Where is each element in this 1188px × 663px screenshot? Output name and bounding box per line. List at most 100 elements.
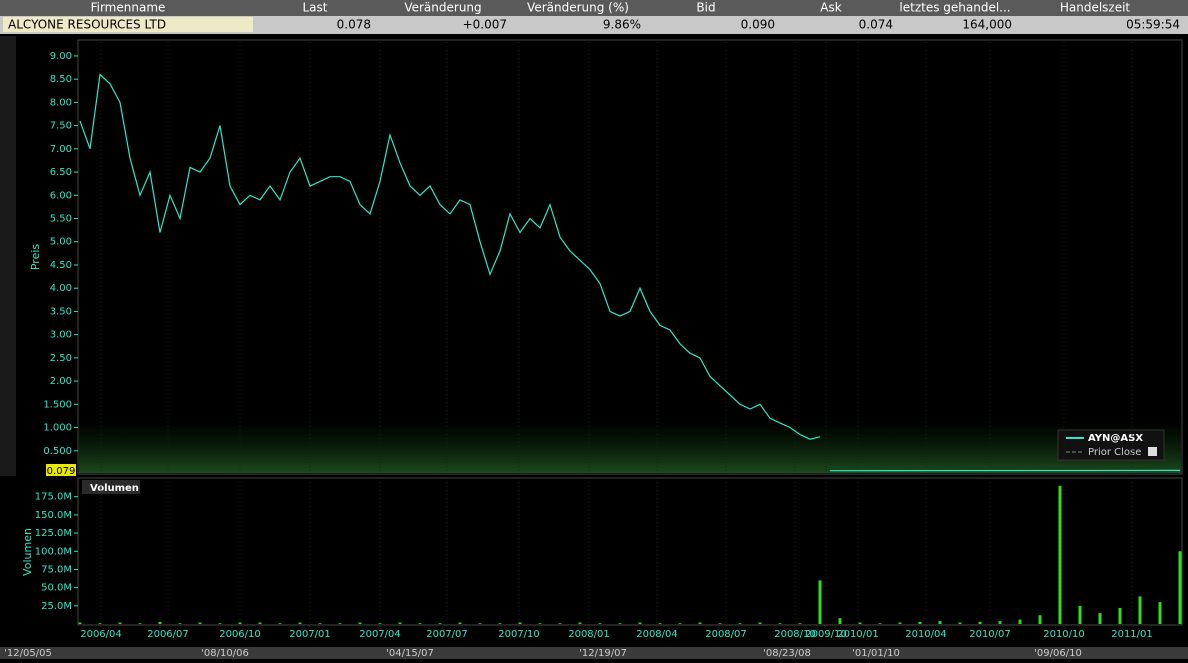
column-header[interactable]: Ask bbox=[820, 1, 841, 15]
volume-bar bbox=[978, 621, 982, 624]
column-header[interactable]: Last bbox=[303, 1, 328, 15]
y-axis-label: Preis bbox=[29, 244, 42, 271]
quote-cell: 0.078 bbox=[337, 18, 371, 32]
x-tick-label: 2007/07 bbox=[426, 629, 468, 640]
x-tick-label: 2006/07 bbox=[147, 629, 189, 640]
y-tick-label: 4.50 bbox=[50, 260, 72, 271]
name-cell[interactable] bbox=[3, 17, 253, 32]
current-price: 0.079 bbox=[47, 466, 76, 477]
y-tick-label: 1.000 bbox=[43, 423, 72, 434]
volume-bar bbox=[838, 618, 842, 624]
navigator-label[interactable]: '12/19/07 bbox=[579, 648, 627, 659]
y-tick-label: 100.0M bbox=[35, 546, 72, 557]
volume-bar bbox=[238, 622, 242, 624]
volume-title: Volumen bbox=[90, 483, 139, 494]
x-tick-label: 2008/01 bbox=[568, 629, 610, 640]
volume-bar bbox=[358, 622, 362, 624]
y-tick-label: 2.00 bbox=[50, 376, 72, 387]
volume-bar bbox=[1158, 602, 1162, 624]
volume-bar bbox=[98, 623, 102, 624]
column-header[interactable]: Veränderung bbox=[404, 1, 481, 15]
navigator[interactable] bbox=[0, 647, 1188, 659]
legend-checkbox[interactable] bbox=[1148, 447, 1157, 456]
volume-bar bbox=[678, 623, 682, 624]
legend-label[interactable]: Prior Close bbox=[1088, 447, 1141, 458]
x-tick-label: 2010/10 bbox=[1043, 629, 1085, 640]
column-header[interactable]: letztes gehandel... bbox=[899, 1, 1010, 15]
y-tick-label: 7.50 bbox=[50, 121, 72, 132]
volume-bar bbox=[1138, 596, 1142, 624]
y-tick-label: 3.00 bbox=[50, 330, 72, 341]
volume-bar bbox=[878, 623, 882, 624]
x-tick-label: 2010/04 bbox=[905, 629, 947, 640]
volume-bar bbox=[1098, 613, 1102, 624]
navigator-label[interactable]: '12/05/05 bbox=[4, 648, 52, 659]
volume-bar bbox=[538, 623, 542, 624]
column-header[interactable]: Firmenname bbox=[91, 1, 166, 15]
y-tick-label: 5.00 bbox=[50, 237, 72, 248]
volume-bar bbox=[178, 623, 182, 624]
column-header[interactable]: Handelszeit bbox=[1060, 1, 1131, 15]
column-header[interactable]: Veränderung (%) bbox=[527, 1, 629, 15]
y-tick-label: 175.0M bbox=[35, 492, 72, 503]
volume-bar bbox=[318, 623, 322, 624]
current-badge bbox=[46, 464, 76, 476]
navigator-label[interactable]: '08/10/06 bbox=[201, 648, 249, 659]
volume-bar bbox=[738, 623, 742, 624]
volume-bar bbox=[338, 623, 342, 624]
volume-bar bbox=[198, 622, 202, 624]
legend-label[interactable]: AYN@ASX bbox=[1088, 433, 1143, 444]
x-tick-label: 2008/04 bbox=[636, 629, 678, 640]
volume-bar bbox=[718, 623, 722, 624]
volume-bar bbox=[958, 622, 962, 624]
y-tick-label: 8.50 bbox=[50, 74, 72, 85]
y-tick-label: 8.00 bbox=[50, 97, 72, 108]
volume-bar bbox=[558, 623, 562, 624]
volume-bar bbox=[458, 622, 462, 624]
volume-bar bbox=[858, 622, 862, 624]
volume-bar bbox=[418, 623, 422, 624]
y-tick-label: 3.50 bbox=[50, 306, 72, 317]
volume-bar bbox=[298, 622, 302, 624]
y-tick-label: 2.50 bbox=[50, 353, 72, 364]
volume-bar bbox=[378, 623, 382, 624]
y-tick-label: 125.0M bbox=[35, 528, 72, 539]
y-tick-label: 9.00 bbox=[50, 51, 72, 62]
y-tick-label: 25.0M bbox=[41, 601, 72, 612]
y-tick-label: 4.00 bbox=[50, 283, 72, 294]
volume-bar bbox=[478, 623, 482, 624]
volume-bar bbox=[918, 621, 922, 624]
navigator-label[interactable]: '01/01/10 bbox=[852, 648, 900, 659]
x-tick-label: 2006/04 bbox=[80, 629, 122, 640]
header-bar bbox=[0, 0, 1188, 16]
volume-bar bbox=[78, 622, 82, 624]
volume-bar bbox=[1078, 605, 1082, 624]
volume-bar bbox=[1178, 551, 1182, 624]
volume-bar bbox=[438, 623, 442, 624]
volume-bar bbox=[118, 622, 122, 624]
volume-bar bbox=[818, 580, 822, 624]
x-tick-label: 2007/10 bbox=[498, 629, 540, 640]
volume-bar bbox=[618, 623, 622, 624]
y-tick-label: 150.0M bbox=[35, 510, 72, 521]
volume-bar bbox=[278, 623, 282, 624]
volume-bar bbox=[518, 622, 522, 624]
y-tick-label: 5.50 bbox=[50, 214, 72, 225]
volume-bar bbox=[798, 623, 802, 624]
navigator-label[interactable]: '04/15/07 bbox=[386, 648, 434, 659]
x-tick-label: 2011/01 bbox=[1111, 629, 1153, 640]
volume-bar bbox=[1038, 615, 1042, 624]
navigator-label[interactable]: '08/23/08 bbox=[763, 648, 811, 659]
volume-bar bbox=[1018, 619, 1022, 624]
column-header[interactable]: Bid bbox=[696, 1, 715, 15]
volume-tab bbox=[82, 480, 140, 494]
volume-panel bbox=[77, 477, 1183, 626]
volume-bar bbox=[658, 623, 662, 624]
quote-cell: 0.090 bbox=[741, 18, 775, 32]
navigator-label[interactable]: '09/06/10 bbox=[1034, 648, 1082, 659]
x-tick-label: 2008/07 bbox=[705, 629, 747, 640]
quote-cell: +0.007 bbox=[463, 18, 507, 32]
volume-bar bbox=[698, 622, 702, 624]
left-scrollbar[interactable] bbox=[0, 36, 16, 476]
